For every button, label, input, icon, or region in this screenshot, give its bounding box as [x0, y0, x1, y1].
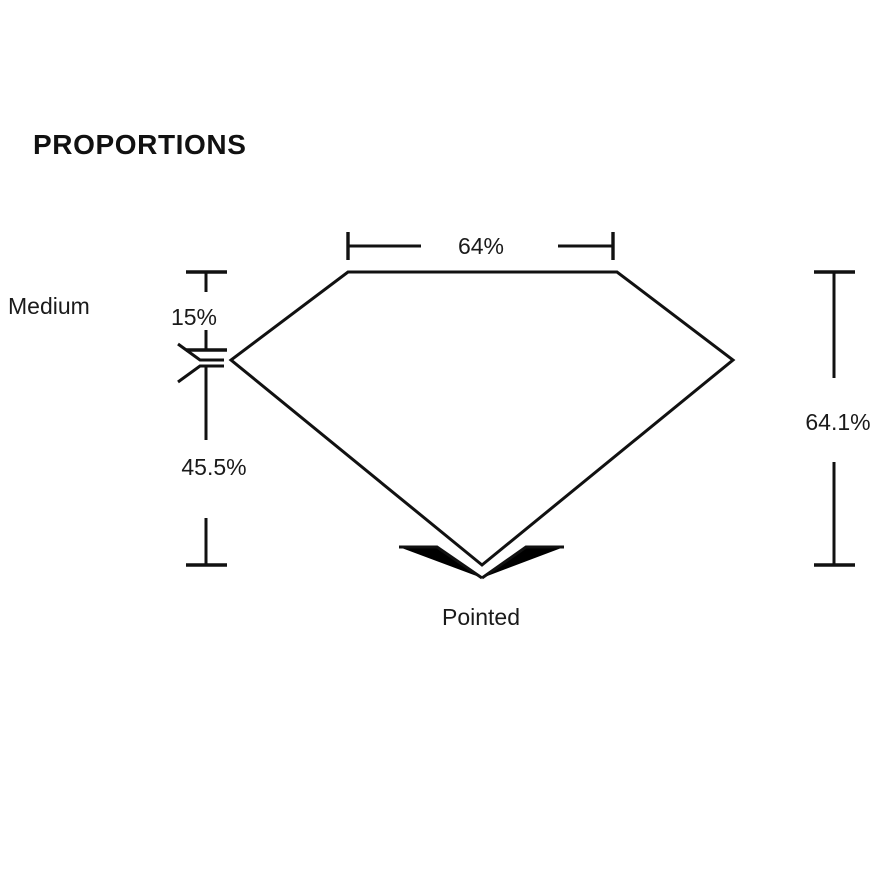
crown-height-label: 15% [171, 304, 217, 330]
gemstone-outline [228, 270, 736, 567]
girdle-thickness-label: Medium [8, 293, 90, 319]
crown-height-dimension: 15% [171, 270, 227, 352]
page-title: PROPORTIONS [33, 129, 247, 160]
break-mark-lower [177, 364, 224, 384]
break-mark-upper [177, 342, 224, 362]
pavilion-depth-label: 45.5% [181, 454, 246, 480]
table-width-label: 64% [458, 233, 504, 259]
culet-callout-leader [399, 545, 564, 580]
total-depth-label: 64.1% [805, 409, 870, 435]
total-depth-dimension: 64.1% [805, 270, 871, 567]
culet-size-label: Pointed [442, 604, 520, 630]
pavilion-depth-dimension: 45.5% [181, 366, 247, 567]
girdle-break-marks [177, 342, 224, 384]
culet-leader-left [399, 545, 483, 580]
culet-leader-right [481, 545, 564, 580]
table-width-dimension: 64% [346, 232, 615, 260]
